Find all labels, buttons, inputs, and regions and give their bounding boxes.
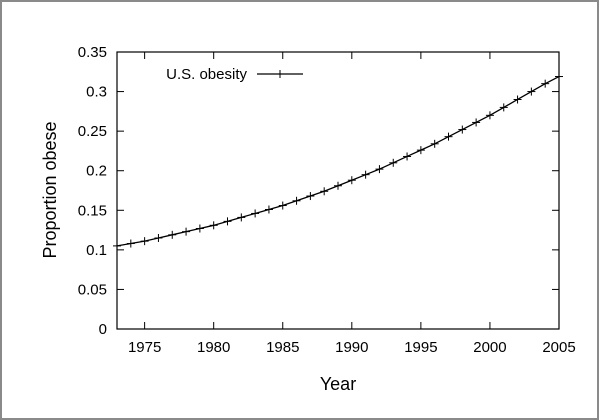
y-axis: 0 0.05 0.1 0.15 0.2 0.25 0.3 0.35	[78, 44, 559, 338]
series-line	[116, 75, 560, 247]
plot-area-border	[116, 51, 560, 330]
data-point-marker	[458, 125, 467, 134]
x-tick-label: 2000	[473, 339, 506, 356]
data-point-marker	[485, 111, 494, 120]
data-point-marker	[223, 217, 232, 226]
data-point-marker	[527, 87, 536, 96]
y-tick-label: 0.1	[86, 242, 107, 259]
x-tick-label: 1990	[335, 339, 368, 356]
data-point-marker	[320, 187, 329, 196]
y-tick-label: 0.2	[86, 163, 107, 180]
data-point-marker	[347, 176, 356, 185]
data-point-marker	[361, 170, 370, 179]
data-point-marker	[278, 201, 287, 210]
y-tick-label: 0.35	[78, 44, 107, 61]
data-point-marker	[555, 72, 563, 81]
series-layer	[113, 72, 563, 250]
x-axis: 1975 1980 1985 1990 1995 2000 2005	[128, 52, 576, 356]
x-tick-label: 1995	[404, 339, 437, 356]
y-tick-label: 0.15	[78, 202, 107, 219]
data-point-marker	[416, 146, 425, 155]
y-tick-label: 0.3	[86, 84, 107, 101]
data-point-marker	[430, 139, 439, 148]
data-point-marker	[113, 241, 121, 250]
x-tick-label: 1985	[266, 339, 299, 356]
y-tick-label: 0	[99, 321, 107, 338]
data-point-marker	[237, 213, 246, 222]
data-point-marker	[375, 165, 384, 174]
y-axis-title: Proportion obese	[40, 121, 60, 258]
data-point-marker	[264, 205, 273, 214]
data-point-marker	[154, 233, 163, 242]
x-axis-title: Year	[320, 374, 356, 394]
data-point-marker	[126, 239, 135, 248]
data-point-marker	[472, 118, 481, 127]
y-tick-label: 0.25	[78, 123, 107, 140]
data-point-marker	[403, 152, 412, 161]
legend: U.S. obesity	[166, 66, 303, 83]
legend-line-sample	[257, 70, 303, 78]
data-point-marker	[389, 158, 398, 167]
data-point-marker	[209, 221, 218, 230]
data-point-marker	[513, 95, 522, 104]
y-tick-label: 0.05	[78, 281, 107, 298]
data-point-marker	[168, 230, 177, 239]
legend-label: U.S. obesity	[166, 66, 247, 83]
data-point-marker	[306, 192, 315, 201]
data-point-marker	[140, 237, 149, 246]
data-point-marker	[541, 79, 550, 88]
data-point-marker	[334, 181, 342, 190]
x-tick-label: 2005	[542, 339, 575, 356]
data-point-marker	[195, 224, 204, 233]
x-tick-label: 1975	[128, 339, 161, 356]
data-point-marker	[182, 227, 191, 236]
x-tick-label: 1980	[197, 339, 230, 356]
data-point-marker	[499, 103, 508, 112]
data-point-marker	[251, 209, 260, 218]
data-point-marker	[292, 196, 301, 205]
data-point-marker	[444, 132, 453, 141]
